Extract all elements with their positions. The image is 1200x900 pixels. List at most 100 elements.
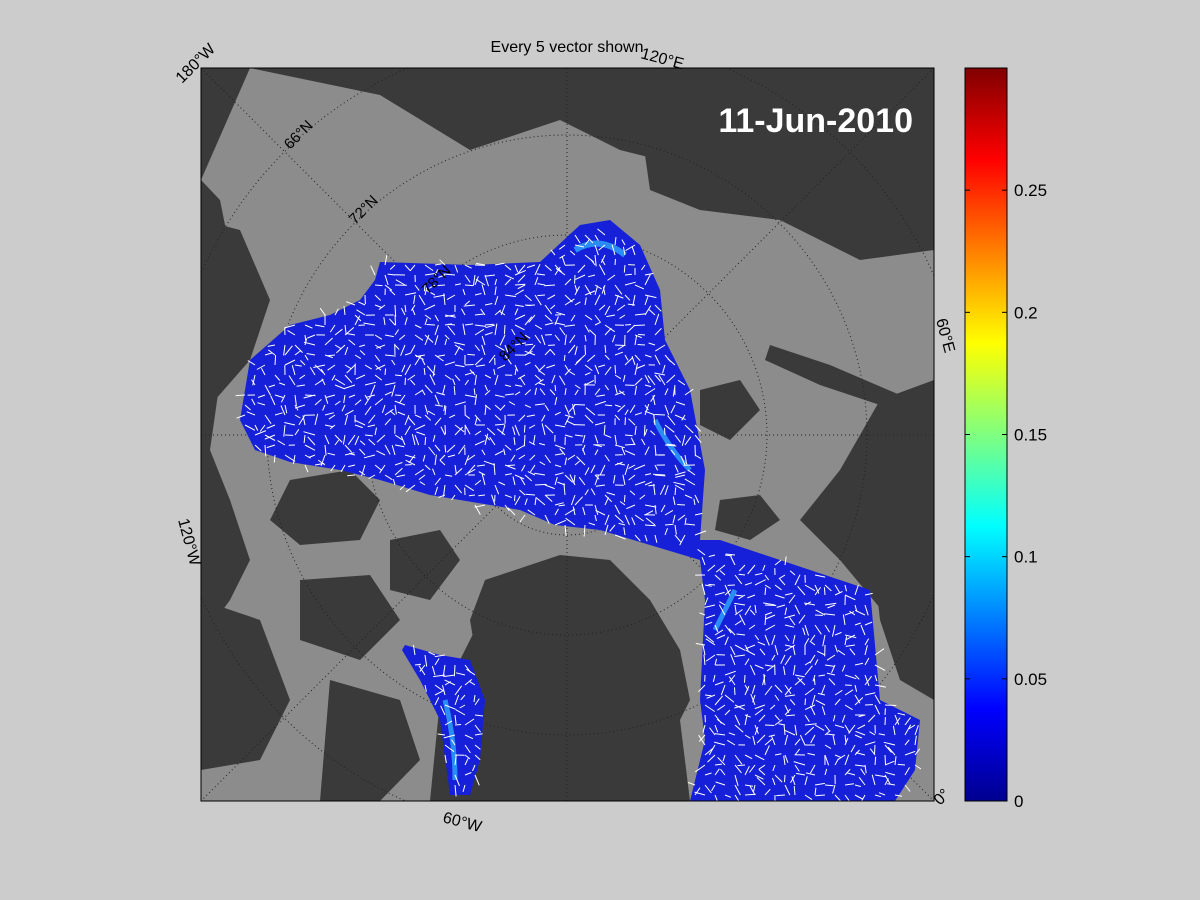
drift-vector [313,364,326,368]
drift-vector [698,734,706,742]
drift-vector [714,763,723,766]
drift-vector [681,434,686,446]
drift-vector [672,496,676,506]
drift-vector [897,763,906,766]
drift-vector [714,724,719,733]
drift-vector [436,392,446,396]
drift-vector [878,733,886,736]
drift-vector [864,638,870,646]
drift-vector [394,400,406,406]
drift-vector [864,764,867,774]
drift-vector [454,484,463,494]
drift-vector [464,414,471,420]
drift-vector [628,464,636,470]
drift-vector [257,402,266,406]
drift-vector [476,262,486,266]
drift-vector [604,305,611,316]
drift-vector [680,455,686,466]
drift-vector [724,794,732,798]
drift-vector [802,627,806,636]
drift-vector [484,332,493,336]
drift-vector [410,304,416,311]
drift-vector [834,644,838,653]
drift-vector [528,441,536,446]
drift-vector [637,333,646,336]
drift-vector [738,573,746,576]
drift-vector [684,424,694,434]
drift-vector [334,434,343,443]
drift-vector [274,374,281,381]
drift-vector [364,381,377,386]
map-frame [200,67,935,802]
drift-vector [647,375,656,386]
drift-vector [330,464,336,472]
drift-vector [860,768,866,776]
drift-vector [684,454,688,465]
drift-vector [444,744,455,753]
drift-vector [514,496,521,506]
drift-vector [474,430,482,436]
drift-vector [584,372,591,376]
drift-vector [424,414,432,421]
drift-vector [469,681,476,686]
colorbar-tick-label: 0.15 [1014,426,1047,445]
drift-vector [634,334,642,339]
drift-vector [854,697,864,706]
drift-vector [534,294,542,306]
drift-vector [404,364,412,376]
drift-vector [837,649,846,656]
drift-vector [718,604,726,616]
drift-vector [634,354,641,362]
drift-vector [834,631,842,636]
drift-vector [702,644,706,656]
drift-vector [464,300,471,306]
drift-vector [855,730,866,736]
drift-vector [474,394,478,406]
drift-vector [394,344,400,350]
drift-vector [384,418,392,426]
drift-vector [703,654,706,666]
drift-vector [324,444,327,456]
drift-vector [434,658,440,666]
drift-vector [474,754,481,761]
alaska-landmass [201,220,270,400]
drift-vector [454,426,463,436]
drift-vector [526,304,536,306]
drift-vector [268,384,276,388]
drift-vector [594,449,599,456]
drift-vector [694,424,702,432]
drift-vector [874,744,876,755]
drift-vector [564,368,571,376]
drift-vector [304,464,309,473]
drift-vector [814,787,817,796]
drift-vector [869,731,876,736]
drift-vector [636,364,646,369]
drift-vector [541,423,546,436]
drift-vector [754,634,760,641]
drift-vector [724,624,732,634]
drift-vector [514,364,519,372]
drift-vector [624,434,633,437]
drift-vector [473,694,476,703]
drift-vector [598,304,606,311]
drift-vector [604,454,610,462]
drift-vector [784,634,790,642]
drift-vector [452,378,456,386]
drift-vector [484,323,494,326]
drift-vector [674,464,679,473]
drift-vector [885,771,896,776]
drift-vector [798,614,806,624]
drift-vector [765,624,776,631]
drift-vector [484,390,491,396]
drift-vector [714,733,726,736]
drift-vector [534,378,544,386]
drift-vector [489,436,496,446]
drift-vector [724,694,735,703]
drift-vector [864,657,870,666]
drift-vector [594,234,599,241]
drift-vector [708,583,716,586]
drift-vector [716,718,726,726]
drift-vector [274,412,283,416]
drift-vector [494,394,505,398]
drift-vector [887,746,896,756]
